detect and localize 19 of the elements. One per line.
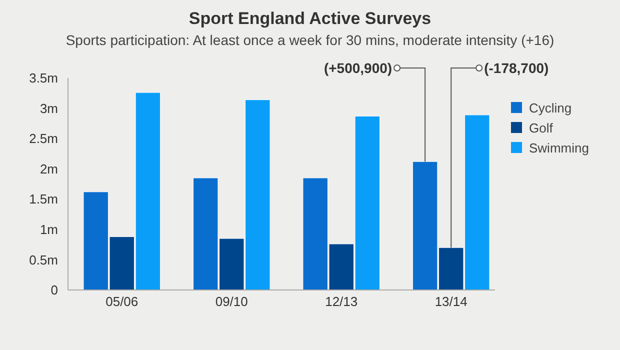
text: (+500,900) (324, 60, 392, 76)
legend-label: Golf (529, 120, 554, 136)
legend-label: Swimming (529, 140, 589, 156)
y-tick-label: 0 (50, 282, 58, 298)
legend-label: Cycling (529, 100, 572, 116)
y-tick-label: 0.5m (29, 252, 58, 268)
y-tick-label: 3m (40, 100, 58, 116)
x-tick-label: 12/13 (325, 294, 358, 309)
y-tick-label: 2m (40, 161, 58, 176)
y-tick-label: 1m (40, 222, 58, 237)
x-tick-label: 09/10 (215, 294, 248, 309)
x-tick-label: 13/14 (434, 294, 468, 309)
text: (-178,700) (484, 60, 549, 76)
y-tick-label: 3.5m (29, 70, 58, 86)
y-tick-label: 2.5m (29, 131, 58, 146)
y-tick-label: 1.5m (29, 192, 58, 207)
x-tick-label: 05/06 (106, 294, 138, 309)
chart-subtitle: Sports participation: At least once a week for 30 mins, moderate intensity (+16) (66, 32, 554, 48)
chart-title: Sport England Active Surveys (188, 9, 432, 28)
